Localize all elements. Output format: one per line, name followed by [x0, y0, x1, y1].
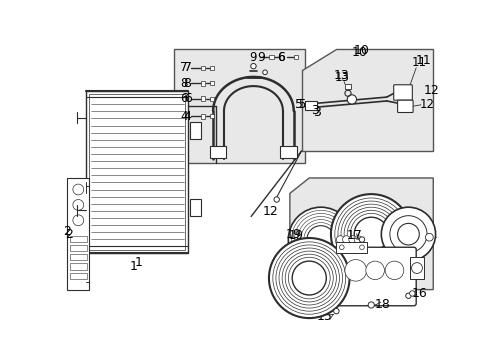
Text: 1: 1 — [129, 260, 137, 273]
Text: 2: 2 — [65, 228, 73, 240]
Circle shape — [336, 236, 344, 243]
Bar — [336, 242, 368, 253]
Bar — [190, 199, 201, 216]
Text: 7: 7 — [180, 61, 188, 74]
Bar — [89, 94, 185, 249]
Circle shape — [397, 223, 419, 245]
Bar — [201, 81, 205, 86]
Bar — [68, 178, 89, 289]
Circle shape — [390, 216, 427, 253]
Circle shape — [288, 207, 353, 272]
Text: 11: 11 — [412, 56, 427, 69]
Circle shape — [354, 217, 388, 251]
Circle shape — [410, 291, 415, 296]
Bar — [190, 122, 201, 139]
Text: 3: 3 — [312, 104, 319, 117]
Polygon shape — [301, 49, 433, 151]
Bar — [86, 91, 188, 253]
Text: 18: 18 — [375, 298, 391, 311]
Text: 6: 6 — [277, 50, 284, 64]
Text: 6: 6 — [180, 92, 188, 105]
Bar — [70, 254, 87, 260]
Text: 13: 13 — [334, 71, 349, 84]
Bar — [173, 49, 305, 163]
Circle shape — [425, 233, 433, 241]
FancyBboxPatch shape — [322, 247, 416, 306]
Bar — [70, 264, 87, 270]
Text: 9: 9 — [250, 50, 257, 64]
Circle shape — [347, 95, 357, 104]
Circle shape — [354, 236, 362, 243]
Bar — [201, 96, 205, 101]
Circle shape — [334, 309, 339, 314]
Circle shape — [398, 88, 408, 97]
Text: 10: 10 — [352, 46, 368, 59]
Text: 19: 19 — [289, 229, 304, 242]
Circle shape — [366, 261, 385, 280]
Circle shape — [274, 197, 279, 202]
Bar — [210, 66, 214, 70]
Bar — [70, 236, 87, 242]
Circle shape — [406, 293, 411, 298]
Bar — [345, 84, 351, 89]
Circle shape — [368, 302, 374, 308]
Text: 12: 12 — [263, 204, 278, 217]
Bar — [210, 145, 225, 158]
Text: 11: 11 — [416, 54, 432, 67]
Circle shape — [331, 194, 412, 274]
Text: 6: 6 — [277, 50, 285, 64]
Text: 14: 14 — [269, 275, 285, 288]
Bar — [269, 55, 273, 59]
Text: 3: 3 — [313, 106, 321, 119]
Bar — [70, 273, 87, 279]
Circle shape — [385, 261, 404, 280]
Text: 8: 8 — [180, 77, 187, 90]
Text: 8: 8 — [184, 77, 192, 90]
Text: 5: 5 — [298, 98, 305, 111]
Text: 2: 2 — [64, 225, 72, 238]
Text: 19: 19 — [286, 228, 302, 240]
Text: 12: 12 — [424, 85, 440, 98]
Text: 16: 16 — [412, 287, 427, 300]
Bar — [410, 257, 424, 279]
Text: 15: 15 — [317, 310, 333, 323]
Text: 5: 5 — [295, 98, 303, 111]
Bar — [210, 97, 214, 100]
Bar — [294, 55, 298, 59]
Circle shape — [292, 261, 326, 295]
Bar — [70, 245, 87, 251]
Text: 12: 12 — [419, 98, 435, 111]
Bar — [210, 114, 214, 118]
Circle shape — [349, 236, 357, 243]
Circle shape — [343, 236, 350, 243]
Text: 4: 4 — [184, 110, 192, 123]
Bar — [305, 101, 317, 110]
Bar — [280, 145, 297, 158]
FancyBboxPatch shape — [394, 85, 412, 100]
Bar — [210, 81, 214, 85]
Circle shape — [307, 226, 335, 253]
Circle shape — [345, 260, 367, 281]
Text: 6: 6 — [184, 92, 192, 105]
Text: 13: 13 — [334, 69, 350, 82]
Text: 7: 7 — [184, 61, 192, 74]
Circle shape — [401, 103, 409, 110]
Text: 4: 4 — [180, 110, 188, 123]
Text: 9: 9 — [257, 50, 265, 64]
Text: 10: 10 — [354, 44, 370, 57]
Circle shape — [269, 238, 349, 318]
Text: 17: 17 — [346, 229, 362, 242]
Bar — [201, 66, 205, 70]
Bar — [201, 114, 205, 119]
Circle shape — [359, 237, 365, 242]
Polygon shape — [290, 178, 433, 289]
Circle shape — [381, 207, 436, 261]
Circle shape — [263, 70, 268, 75]
Text: 1: 1 — [135, 256, 143, 269]
FancyBboxPatch shape — [397, 100, 413, 112]
Circle shape — [251, 63, 256, 69]
